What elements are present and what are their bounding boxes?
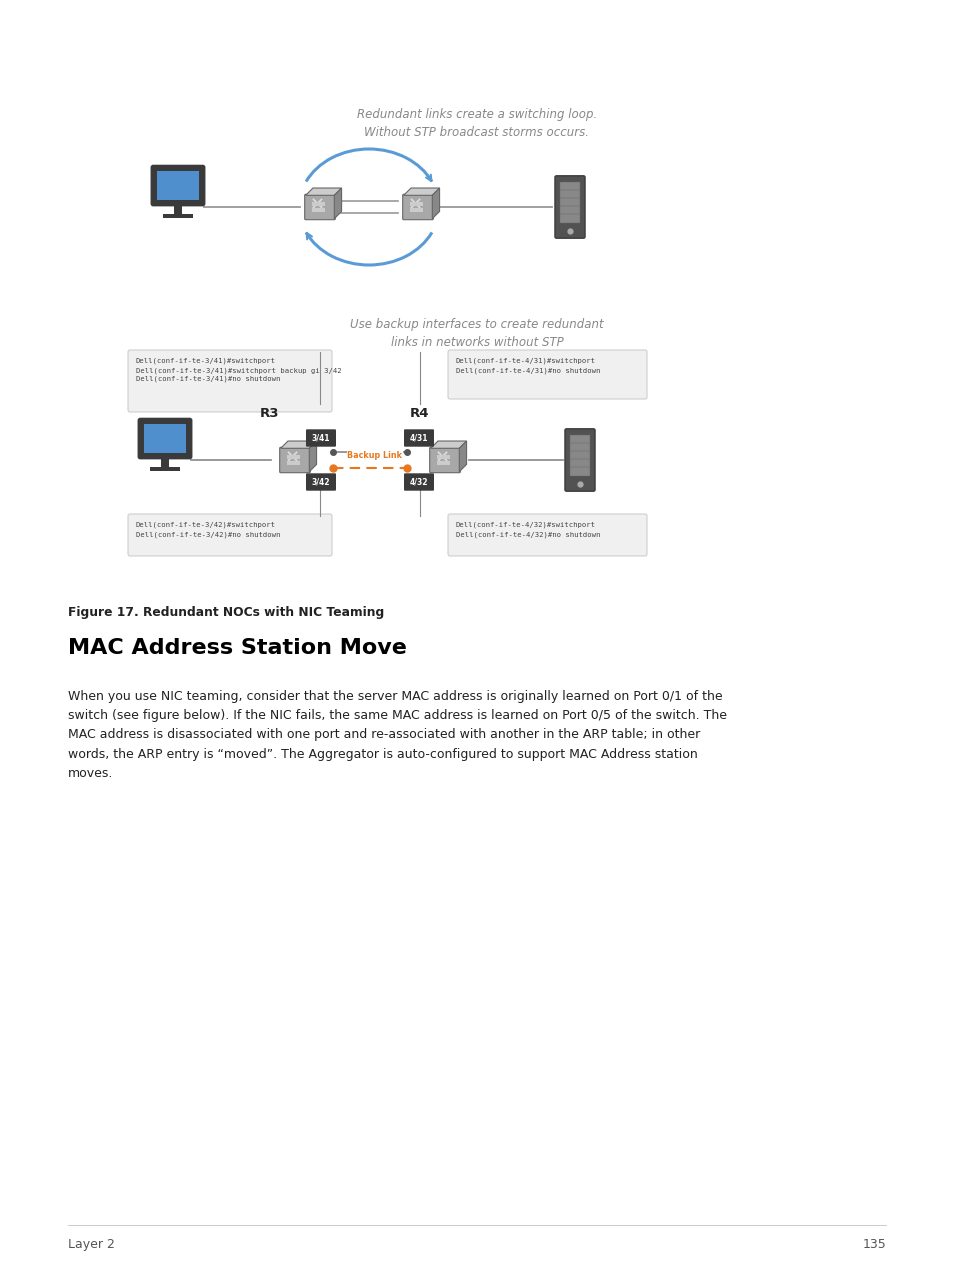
Bar <box>161 455 169 468</box>
Text: R3: R3 <box>260 407 279 420</box>
Text: 4/31: 4/31 <box>410 434 428 443</box>
Bar <box>436 455 443 459</box>
Bar <box>150 468 180 470</box>
Text: 4/32: 4/32 <box>410 478 428 487</box>
Bar <box>293 462 300 465</box>
Polygon shape <box>458 441 466 472</box>
FancyBboxPatch shape <box>555 176 584 238</box>
FancyBboxPatch shape <box>152 165 205 205</box>
Text: ✕: ✕ <box>434 450 449 468</box>
FancyBboxPatch shape <box>448 514 646 555</box>
Bar <box>416 203 423 207</box>
Bar <box>410 203 416 207</box>
Polygon shape <box>305 188 341 195</box>
Bar <box>570 443 589 451</box>
Bar <box>570 459 589 468</box>
Text: 3/42: 3/42 <box>312 478 330 487</box>
Bar <box>559 190 578 199</box>
Bar <box>559 205 578 214</box>
Text: ✕: ✕ <box>284 450 299 468</box>
Bar <box>570 435 589 444</box>
Bar <box>559 198 578 207</box>
Text: Dell(conf-if-te-4/32)#switchport
Dell(conf-if-te-4/32)#no shutdown: Dell(conf-if-te-4/32)#switchport Dell(co… <box>456 522 599 538</box>
Text: When you use NIC teaming, consider that the server MAC address is originally lea: When you use NIC teaming, consider that … <box>68 690 726 780</box>
Text: Dell(conf-if-te-3/41)#switchport
Dell(conf-if-te-3/41)#switchport backup gi 3/42: Dell(conf-if-te-3/41)#switchport Dell(co… <box>136 358 341 383</box>
FancyBboxPatch shape <box>128 514 332 555</box>
Bar <box>570 467 589 476</box>
Text: Layer 2: Layer 2 <box>68 1238 114 1252</box>
Bar <box>416 208 423 212</box>
FancyBboxPatch shape <box>279 448 310 473</box>
FancyBboxPatch shape <box>403 473 434 491</box>
Bar <box>293 455 300 459</box>
Bar <box>410 208 416 212</box>
Bar <box>287 462 294 465</box>
Text: Dell(conf-if-te-3/42)#switchport
Dell(conf-if-te-3/42)#no shutdown: Dell(conf-if-te-3/42)#switchport Dell(co… <box>136 522 280 538</box>
Bar <box>436 462 443 465</box>
Bar <box>312 203 318 207</box>
Bar <box>157 171 198 199</box>
FancyBboxPatch shape <box>429 448 459 473</box>
Text: ✕: ✕ <box>309 197 324 214</box>
FancyBboxPatch shape <box>564 429 595 491</box>
Text: Backup Link: Backup Link <box>347 451 402 460</box>
FancyBboxPatch shape <box>128 350 332 412</box>
Bar <box>163 214 193 218</box>
Text: Dell(conf-if-te-4/31)#switchport
Dell(conf-if-te-4/31)#no shutdown: Dell(conf-if-te-4/31)#switchport Dell(co… <box>456 358 599 374</box>
Text: R4: R4 <box>410 407 429 420</box>
Bar <box>312 208 318 212</box>
FancyBboxPatch shape <box>138 418 192 459</box>
Text: 135: 135 <box>862 1238 885 1252</box>
Text: ✕: ✕ <box>407 197 422 214</box>
Text: Redundant links create a switching loop.
Without STP broadcast storms occurs.: Redundant links create a switching loop.… <box>356 108 597 139</box>
Polygon shape <box>403 188 439 195</box>
Bar <box>559 181 578 190</box>
Bar <box>318 203 325 207</box>
Bar <box>173 203 182 216</box>
Text: 3/41: 3/41 <box>312 434 330 443</box>
FancyBboxPatch shape <box>402 194 433 219</box>
Polygon shape <box>334 188 341 218</box>
Bar <box>318 208 325 212</box>
Polygon shape <box>432 188 439 218</box>
Polygon shape <box>430 441 466 449</box>
FancyBboxPatch shape <box>304 194 335 219</box>
Text: Figure 17. Redundant NOCs with NIC Teaming: Figure 17. Redundant NOCs with NIC Teami… <box>68 606 384 619</box>
FancyBboxPatch shape <box>403 430 434 446</box>
Polygon shape <box>309 441 316 472</box>
Bar <box>443 462 450 465</box>
FancyBboxPatch shape <box>306 430 335 446</box>
Text: MAC Address Station Move: MAC Address Station Move <box>68 638 406 658</box>
Bar <box>570 450 589 460</box>
Bar <box>443 455 450 459</box>
Bar <box>144 425 186 453</box>
FancyBboxPatch shape <box>448 350 646 399</box>
FancyBboxPatch shape <box>306 473 335 491</box>
Bar <box>287 455 294 459</box>
Text: Use backup interfaces to create redundant
links in networks without STP: Use backup interfaces to create redundan… <box>350 318 603 349</box>
Bar <box>559 214 578 223</box>
Polygon shape <box>280 441 316 449</box>
